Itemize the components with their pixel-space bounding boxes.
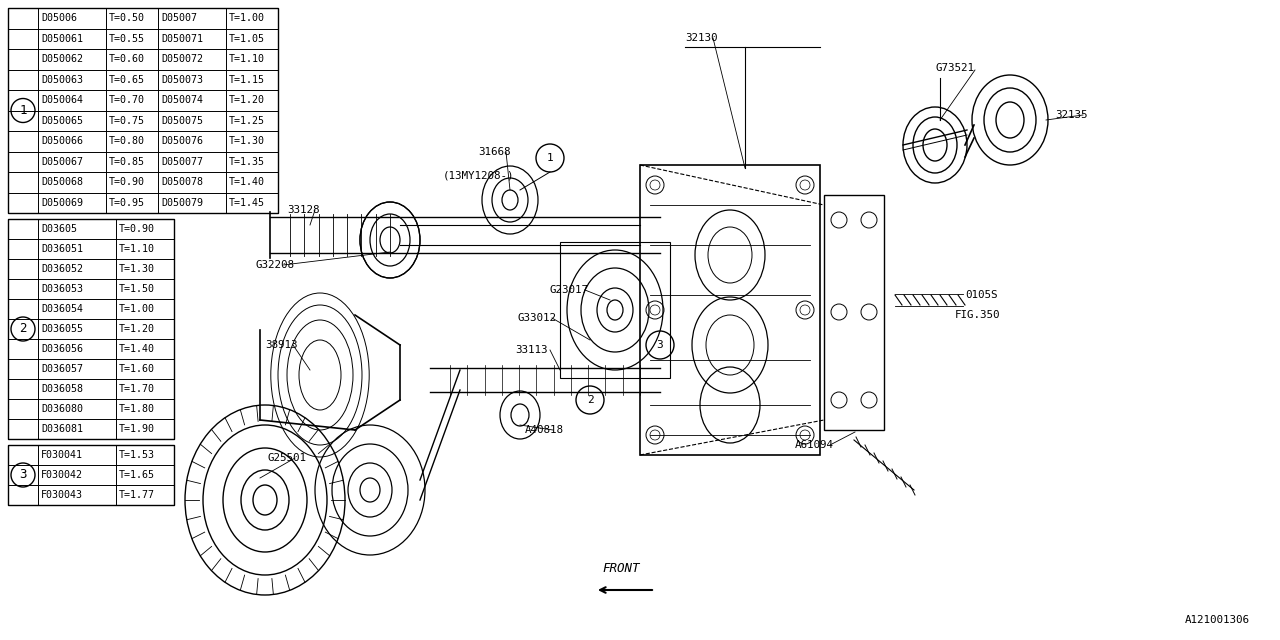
Text: T=0.90: T=0.90: [119, 224, 155, 234]
Text: T=1.00: T=1.00: [119, 304, 155, 314]
Text: D05006: D05006: [41, 13, 77, 23]
Text: D036052: D036052: [41, 264, 83, 274]
Text: 0105S: 0105S: [965, 290, 997, 300]
Text: T=1.05: T=1.05: [229, 34, 265, 44]
Text: F030041: F030041: [41, 450, 83, 460]
Text: T=1.90: T=1.90: [119, 424, 155, 434]
Text: G23017: G23017: [550, 285, 589, 295]
Text: T=0.85: T=0.85: [109, 157, 145, 167]
Text: 38913: 38913: [265, 340, 297, 350]
Text: T=0.90: T=0.90: [109, 177, 145, 188]
Text: T=1.20: T=1.20: [119, 324, 155, 334]
Text: D050071: D050071: [161, 34, 204, 44]
Bar: [640, 165, 820, 455]
Text: FIG.350: FIG.350: [955, 310, 1001, 320]
Text: D050069: D050069: [41, 198, 83, 208]
Text: D036054: D036054: [41, 304, 83, 314]
Text: D036057: D036057: [41, 364, 83, 374]
Text: T=1.15: T=1.15: [229, 75, 265, 84]
Text: T=0.55: T=0.55: [109, 34, 145, 44]
Text: FRONT: FRONT: [603, 562, 640, 575]
Text: 1: 1: [547, 153, 553, 163]
Text: T=0.95: T=0.95: [109, 198, 145, 208]
Text: 3: 3: [657, 340, 663, 350]
Text: D036055: D036055: [41, 324, 83, 334]
Text: T=1.50: T=1.50: [119, 284, 155, 294]
Text: T=0.80: T=0.80: [109, 136, 145, 147]
Text: D050078: D050078: [161, 177, 204, 188]
Text: 31668: 31668: [477, 147, 511, 157]
Text: A61094: A61094: [795, 440, 835, 450]
Text: 2: 2: [19, 323, 27, 335]
Bar: [8, 8, 278, 213]
Text: G33012: G33012: [517, 313, 556, 323]
Text: D050079: D050079: [161, 198, 204, 208]
Text: D036058: D036058: [41, 384, 83, 394]
Text: T=0.70: T=0.70: [109, 95, 145, 105]
Text: T=1.25: T=1.25: [229, 116, 265, 125]
Text: D05007: D05007: [161, 13, 197, 23]
Text: 3: 3: [19, 468, 27, 481]
Text: D050077: D050077: [161, 157, 204, 167]
Text: T=1.70: T=1.70: [119, 384, 155, 394]
Text: G32208: G32208: [255, 260, 294, 270]
Text: (13MY1208-): (13MY1208-): [443, 170, 515, 180]
Text: 32130: 32130: [685, 33, 718, 43]
Bar: [824, 195, 884, 430]
Text: D050066: D050066: [41, 136, 83, 147]
Text: A40818: A40818: [525, 425, 564, 435]
Text: D050063: D050063: [41, 75, 83, 84]
Text: T=1.77: T=1.77: [119, 490, 155, 500]
Text: D050068: D050068: [41, 177, 83, 188]
Text: T=1.10: T=1.10: [229, 54, 265, 64]
Text: D050064: D050064: [41, 95, 83, 105]
Text: D036056: D036056: [41, 344, 83, 354]
Text: F030043: F030043: [41, 490, 83, 500]
Text: 32135: 32135: [1055, 110, 1088, 120]
Bar: [561, 242, 669, 378]
Text: D036053: D036053: [41, 284, 83, 294]
Text: T=1.35: T=1.35: [229, 157, 265, 167]
Text: D050062: D050062: [41, 54, 83, 64]
Text: T=1.40: T=1.40: [229, 177, 265, 188]
Text: G73521: G73521: [934, 63, 974, 73]
Bar: [8, 445, 174, 505]
Text: D036051: D036051: [41, 244, 83, 254]
Text: T=0.50: T=0.50: [109, 13, 145, 23]
Text: T=1.53: T=1.53: [119, 450, 155, 460]
Text: D050073: D050073: [161, 75, 204, 84]
Text: G25501: G25501: [268, 453, 306, 463]
Text: D036081: D036081: [41, 424, 83, 434]
Text: T=1.30: T=1.30: [229, 136, 265, 147]
Text: D050072: D050072: [161, 54, 204, 64]
Text: D050076: D050076: [161, 136, 204, 147]
Text: 33113: 33113: [515, 345, 548, 355]
Text: D050065: D050065: [41, 116, 83, 125]
Text: D050075: D050075: [161, 116, 204, 125]
Text: T=1.10: T=1.10: [119, 244, 155, 254]
Text: T=1.45: T=1.45: [229, 198, 265, 208]
Text: T=1.20: T=1.20: [229, 95, 265, 105]
Text: F030042: F030042: [41, 470, 83, 480]
Text: A121001306: A121001306: [1185, 615, 1251, 625]
Text: D050074: D050074: [161, 95, 204, 105]
Text: T=1.40: T=1.40: [119, 344, 155, 354]
Text: D03605: D03605: [41, 224, 77, 234]
Text: D050067: D050067: [41, 157, 83, 167]
Text: T=1.30: T=1.30: [119, 264, 155, 274]
Text: T=0.65: T=0.65: [109, 75, 145, 84]
Text: 2: 2: [586, 395, 594, 405]
Text: T=1.80: T=1.80: [119, 404, 155, 414]
Text: 33128: 33128: [287, 205, 320, 215]
Text: 1: 1: [19, 104, 27, 117]
Bar: [8, 219, 174, 439]
Text: T=0.75: T=0.75: [109, 116, 145, 125]
Text: D050061: D050061: [41, 34, 83, 44]
Text: T=1.65: T=1.65: [119, 470, 155, 480]
Text: T=1.00: T=1.00: [229, 13, 265, 23]
Text: D036080: D036080: [41, 404, 83, 414]
Text: T=0.60: T=0.60: [109, 54, 145, 64]
Text: T=1.60: T=1.60: [119, 364, 155, 374]
